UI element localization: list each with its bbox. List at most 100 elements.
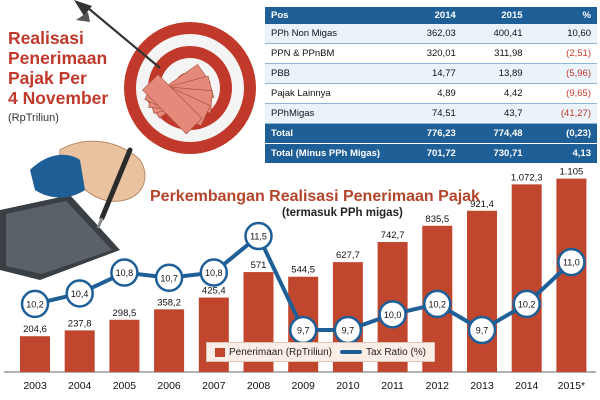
x-tick-label: 2003 xyxy=(23,380,47,392)
cell-pct: 10,60 xyxy=(528,24,597,44)
cell-2015: 4,42 xyxy=(461,83,529,104)
legend-label-line: Tax Ratio (%) xyxy=(366,346,427,358)
title-block: Realisasi Penerimaan Pajak Per 4 Novembe… xyxy=(8,28,148,124)
table-row: Pajak Lainnya 4,89 4,42 (9,65) xyxy=(265,83,597,104)
x-tick-label: 2013 xyxy=(470,380,494,392)
bar xyxy=(109,319,140,372)
bar xyxy=(467,210,497,372)
tax-ratio-point xyxy=(65,279,94,308)
cell-2015: 43,7 xyxy=(461,103,529,124)
x-tick-label: 2008 xyxy=(247,380,271,392)
tax-ratio-label: 10,2 xyxy=(26,299,44,309)
tax-ratio-point xyxy=(423,289,452,319)
tax-ratio-label: 10,0 xyxy=(384,310,402,320)
tax-ratio-label: 9,7 xyxy=(476,326,489,336)
unit-label: (RpTriliun) xyxy=(8,112,59,124)
bar-value-label: 358,2 xyxy=(157,297,181,308)
tax-ratio-label: 10,8 xyxy=(205,268,223,278)
bar-value-label: 425,4 xyxy=(202,286,226,297)
dart-icon xyxy=(74,0,161,69)
col-header-2015: 2015 xyxy=(461,7,529,24)
cell-2014: 4,89 xyxy=(395,83,462,104)
cell-pct: (41,27) xyxy=(528,103,597,124)
pen-icon xyxy=(96,147,133,229)
table-header-row: Pos 2014 2015 % xyxy=(265,7,597,24)
table-row: PPN & PPnBM 320,01 311,98 (2,51) xyxy=(265,43,597,64)
tax-ratio-label: 10,2 xyxy=(429,299,447,309)
cell-pct: 4,13 xyxy=(528,143,597,164)
tax-ratio-point xyxy=(378,300,407,329)
tax-ratio-point xyxy=(557,247,586,277)
money-icon xyxy=(142,63,215,135)
tax-ratio-point xyxy=(199,258,229,287)
bar-value-label: 921,4 xyxy=(470,199,494,210)
bar-value-label: 544,5 xyxy=(291,265,315,276)
bar-value-label: 742,7 xyxy=(381,230,405,241)
x-tick-label: 2005 xyxy=(113,380,137,392)
col-header-pos: Pos xyxy=(265,7,395,24)
tax-ratio-point xyxy=(154,263,184,293)
legend-item-bar: Penerimaan (RpTriliun) xyxy=(215,347,332,358)
bar-value-label: 571 xyxy=(251,260,267,271)
cell-pos: Total xyxy=(265,123,395,144)
bar-value-label: 298,5 xyxy=(113,308,137,319)
tax-ratio-label: 9,7 xyxy=(342,326,355,336)
x-tick-label: 2004 xyxy=(68,380,92,392)
cell-2015: 730,71 xyxy=(461,143,529,164)
tax-ratio-label: 9,7 xyxy=(297,326,310,336)
legend-label-bar: Penerimaan (RpTriliun) xyxy=(229,346,332,358)
cell-2014: 362,03 xyxy=(395,24,462,44)
table-row: PPhMigas 74,51 43,7 (41,27) xyxy=(265,103,597,124)
col-header-pct: % xyxy=(528,7,597,24)
x-tick-label: 2014 xyxy=(515,380,539,392)
cell-2014: 320,01 xyxy=(395,43,462,64)
x-tick-label: 2006 xyxy=(157,380,181,392)
cell-2014: 701,72 xyxy=(395,143,462,164)
tax-ratio-point xyxy=(467,315,497,345)
table-row: PPh Non Migas 362,03 400,41 10,60 xyxy=(265,24,597,44)
cell-pos: PPh Non Migas xyxy=(265,24,395,44)
cell-pct: (2,51) xyxy=(528,43,597,64)
chart-subtitle: (termasuk PPh migas) xyxy=(282,207,403,219)
cell-2014: 14,77 xyxy=(395,63,462,84)
x-tick-label: 2009 xyxy=(292,380,316,392)
bar xyxy=(154,309,185,372)
x-tick-label: 2012 xyxy=(426,380,450,392)
tax-ratio-label: 10,7 xyxy=(160,273,178,283)
tax-ratio-label: 11,5 xyxy=(250,232,267,242)
tax-ratio-label: 10,2 xyxy=(518,299,536,309)
cell-pos: PPhMigas xyxy=(265,103,395,124)
bar-value-label: 237,8 xyxy=(68,318,92,329)
legend-swatch-bar xyxy=(215,347,225,357)
tax-ratio-point xyxy=(512,289,541,319)
x-tick-label: 2007 xyxy=(202,380,226,392)
cell-pos: PBB xyxy=(265,63,395,84)
cell-2014: 74,51 xyxy=(395,103,462,124)
bar-value-label: 204,6 xyxy=(23,324,47,335)
bar xyxy=(511,184,542,372)
x-tick-label: 2015* xyxy=(558,380,585,392)
bar-value-label: 627,7 xyxy=(336,250,360,261)
x-tick-label: 2011 xyxy=(381,380,404,392)
cell-pct: (9,65) xyxy=(528,83,597,104)
chart-legend: Penerimaan (RpTriliun) Tax Ratio (%) xyxy=(206,342,436,362)
bar xyxy=(64,330,95,372)
bar-value-label: 835,5 xyxy=(425,214,449,225)
hand-icon xyxy=(30,140,146,202)
bar-value-label: 1.072,3 xyxy=(511,172,543,183)
bar xyxy=(20,336,50,372)
chart-title: Perkembangan Realisasi Penerimaan Pajak xyxy=(150,188,480,205)
table-row: PBB 14,77 13,89 (5,96) xyxy=(265,63,597,84)
target-illustration xyxy=(0,0,256,280)
cell-2015: 311,98 xyxy=(461,43,529,64)
legend-swatch-line xyxy=(340,350,362,354)
cell-pos: Total (Minus PPh Migas) xyxy=(265,143,395,164)
tax-ratio-label: 10,8 xyxy=(116,268,134,278)
cell-2015: 400,41 xyxy=(461,24,529,44)
col-header-2014: 2014 xyxy=(395,7,462,24)
cell-pos: Pajak Lainnya xyxy=(265,83,395,104)
cell-2015: 774,48 xyxy=(461,123,529,144)
x-tick-label: 2010 xyxy=(336,380,360,392)
